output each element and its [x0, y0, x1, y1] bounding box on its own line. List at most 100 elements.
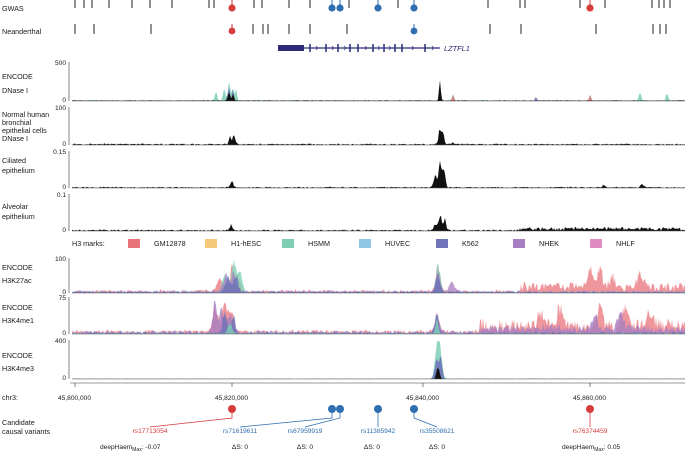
- legend-title: H3 marks:: [72, 239, 105, 248]
- alveolar-ymin: 0: [62, 227, 66, 234]
- legend-swatch: [359, 239, 371, 248]
- h3k4me3-ymax: 400: [55, 338, 66, 345]
- variant-pin: [228, 405, 236, 413]
- score-value: : 0.05: [604, 444, 621, 451]
- legend-swatch: [128, 239, 140, 248]
- variant-score: deepHaemMax: -0.07: [100, 444, 161, 453]
- gwas-pin: [336, 4, 344, 12]
- h3k27ac-label-2: H3K27ac: [2, 276, 32, 285]
- variant-score: ΔS: 0: [297, 444, 313, 451]
- variants-section-label-1: Candidate: [2, 418, 35, 427]
- score-prefix: deepHaem: [100, 444, 133, 451]
- gene-exons: [309, 44, 426, 52]
- encode-dnase-ymax: 500: [55, 60, 66, 67]
- gwas-pin: [228, 4, 236, 12]
- h3k4me1-label-1: ENCODE: [2, 303, 33, 312]
- h3k27ac-ymax: 100: [55, 256, 66, 263]
- variant-id: rs17713054: [133, 428, 168, 435]
- variant-pin: [374, 405, 382, 413]
- gwas-track-label: GWAS: [2, 4, 24, 13]
- legend-label: NHEK: [539, 239, 559, 248]
- legend-swatch: [282, 239, 294, 248]
- neanderthal-track-label: Neanderthal: [2, 27, 42, 36]
- legend-label: K562: [462, 239, 479, 248]
- alveolar-ymax: 0.1: [57, 192, 66, 199]
- legend-label: HUVEC: [385, 239, 410, 248]
- h3k4me1-nhek-area: [72, 300, 685, 334]
- variant-pins: [228, 405, 594, 413]
- gene-model: LZTFL1: [278, 44, 470, 53]
- ciliated-label-1: Ciliated: [2, 156, 26, 165]
- score-prefix: deepHaem: [562, 444, 595, 451]
- h3k4me3-label-2: H3K4me3: [2, 364, 34, 373]
- h3k4me1-signal: [72, 300, 685, 334]
- nhbe-label-3: epithelial cells: [2, 126, 47, 135]
- h3k4me1-k562-area: [72, 310, 685, 334]
- neanderthal-pin: [410, 27, 418, 35]
- h3k27ac-signal: [72, 259, 685, 293]
- variant-pin: [410, 405, 418, 413]
- variant-id: rs76374459: [573, 428, 608, 435]
- h3k4me1-label-2: H3K4me1: [2, 316, 34, 325]
- score-value: : -0.07: [142, 444, 161, 451]
- h3k4me1-ymax: 75: [59, 295, 67, 302]
- variant-score: ΔS: 0: [429, 444, 445, 451]
- axis-tick-label: 45,860,000: [573, 395, 606, 402]
- alveolar-signal: [72, 215, 685, 231]
- track-baselines: [72, 100, 685, 380]
- encode-dnase-ymin: 0: [62, 97, 66, 104]
- variant-pin: [336, 405, 344, 413]
- encode-dnase-hsmm-area: [72, 82, 685, 101]
- h3-marks-legend: H3 marks: GM12878 H1-hESC HSMM HUVEC K562 NHE…: [72, 239, 635, 248]
- h3k4me3-black-area: [72, 368, 685, 379]
- variant-id: rs67959919: [288, 428, 323, 435]
- h3k27ac-k562-area: [72, 273, 685, 293]
- encode-dnase-signal: [72, 80, 685, 101]
- h3k27ac-gm12878-area: [72, 263, 685, 293]
- alveolar-label-1: Alveolar: [2, 202, 29, 211]
- gwas-pin: [374, 4, 382, 12]
- ciliated-label-2: epithelium: [2, 166, 35, 175]
- variant-pin: [328, 405, 336, 413]
- variant-id: rs71619611: [223, 428, 258, 435]
- ciliated-ymin: 0: [62, 184, 66, 191]
- neanderthal-track: [74, 24, 667, 35]
- axis-tick-label: 45,800,000: [58, 395, 91, 402]
- variant-pin: [586, 405, 594, 413]
- nhbe-dnase-area: [72, 129, 685, 145]
- legend-swatch: [590, 239, 602, 248]
- ciliated-ymax: 0.15: [53, 149, 66, 156]
- legend-swatch: [205, 239, 217, 248]
- gwas-pin: [586, 4, 594, 12]
- variants-section-label-2: causal variants: [2, 427, 50, 436]
- legend-swatch: [436, 239, 448, 248]
- h3k4me1-ymin: 0: [62, 330, 66, 337]
- nhbe-label-1: Normal human: [2, 110, 49, 119]
- legend-label: NHLF: [616, 239, 635, 248]
- alveolar-area: [72, 215, 685, 231]
- gene-utr-block: [278, 45, 304, 51]
- h3k4me3-signal: [72, 341, 685, 379]
- ciliated-signal: [72, 160, 685, 188]
- neanderthal-pin: [228, 27, 236, 35]
- alveolar-label-2: epithelium: [2, 212, 35, 221]
- gwas-pin: [328, 4, 336, 12]
- encode-dnase-label-2: DNase I: [2, 86, 28, 95]
- encode-dnase-black-area: [72, 80, 685, 101]
- nhbe-ymin: 0: [62, 141, 66, 148]
- h3k27ac-label-1: ENCODE: [2, 263, 33, 272]
- h3k27ac-ymin: 0: [62, 289, 66, 296]
- axis-tick-label: 45,820,000: [215, 395, 248, 402]
- gwas-variant-ticks: [74, 0, 671, 8]
- nhbe-label-2: bronchial: [2, 118, 32, 127]
- variant-score: deepHaemMax: 0.05: [562, 444, 621, 453]
- gwas-variant-pins: [228, 0, 594, 12]
- axis-tick-label: 45,840,000: [406, 395, 439, 402]
- gwas-pin: [410, 4, 418, 12]
- coordinate-axis: chr3: 45,800,000 45,820,000 45,840,000 4…: [2, 382, 685, 402]
- legend-label: GM12878: [154, 239, 186, 248]
- score-sub: Max: [132, 447, 142, 453]
- gwas-track: [74, 0, 671, 12]
- legend-label: HSMM: [308, 239, 330, 248]
